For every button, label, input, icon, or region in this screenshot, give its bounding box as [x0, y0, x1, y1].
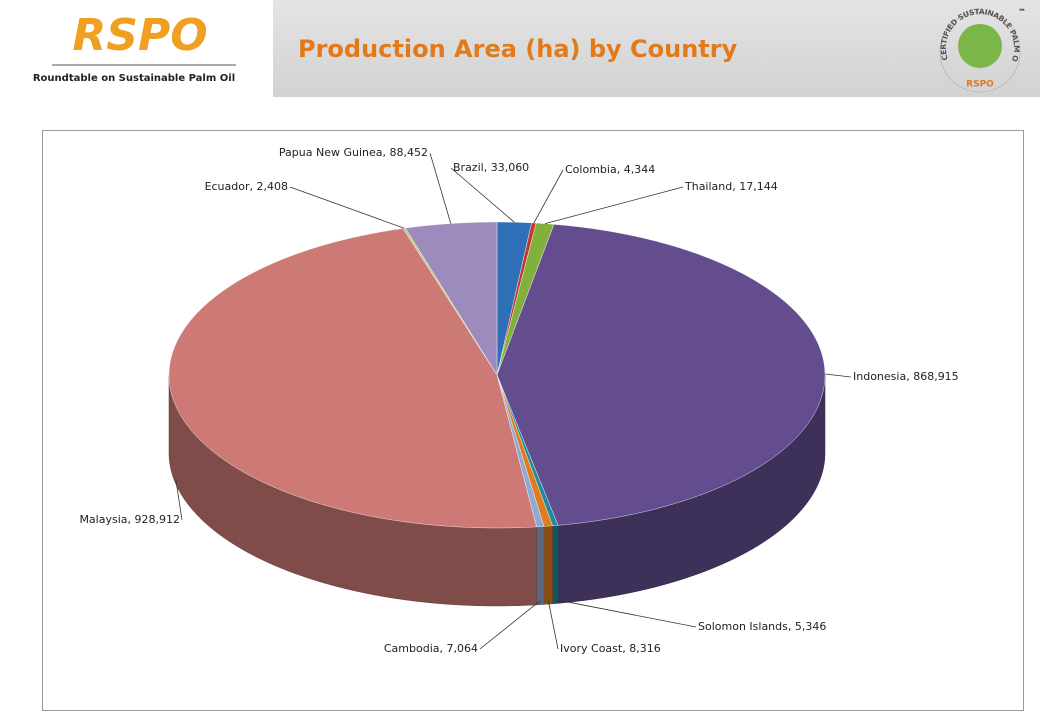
data-label: Colombia, 4,344 — [565, 163, 655, 176]
badge-logo: RSPO — [966, 80, 994, 90]
category-label: Cambodia — [384, 642, 440, 655]
data-label: Brazil, 33,060 — [453, 161, 529, 174]
pie-slice — [168, 228, 537, 529]
leader-line — [479, 600, 541, 650]
category-label: Thailand — [684, 180, 732, 193]
value-label: , 868,915 — [906, 370, 958, 383]
category-label: Solomon Islands — [698, 620, 788, 633]
leader-line — [450, 167, 515, 223]
value-label: , 2,408 — [250, 180, 288, 193]
badge-palm — [958, 24, 1002, 68]
value-label: , 928,912 — [128, 513, 180, 526]
category-label: Papua New Guinea — [279, 146, 383, 159]
chart-title: Production Area (ha) by Country — [298, 35, 738, 63]
data-label: Ecuador, 2,408 — [205, 180, 288, 193]
leader-line — [175, 480, 183, 521]
pie-slice — [496, 224, 826, 526]
pie-side — [543, 525, 553, 605]
data-label: Indonesia, 868,915 — [853, 370, 959, 383]
category-label: Indonesia — [853, 370, 906, 383]
value-label: , 8,316 — [622, 642, 660, 655]
leader-line — [544, 186, 684, 225]
value-label: , 17,144 — [732, 180, 777, 193]
category-label: Brazil — [453, 161, 484, 174]
data-label: Solomon Islands, 5,346 — [698, 620, 826, 633]
leader-line — [429, 152, 452, 224]
leader-line — [547, 600, 559, 650]
value-label: , 5,346 — [788, 620, 826, 633]
value-label: , 4,344 — [617, 163, 655, 176]
leader-line — [555, 599, 697, 628]
leader-line — [824, 373, 852, 378]
leader-line — [533, 169, 564, 224]
category-label: Ivory Coast — [560, 642, 623, 655]
header-band — [273, 0, 1040, 97]
data-label: Ivory Coast, 8,316 — [560, 642, 661, 655]
logo: RSPO — [72, 10, 207, 61]
category-label: Malaysia — [79, 513, 127, 526]
badge-ring — [939, 11, 1021, 93]
category-label: Colombia — [565, 163, 617, 176]
pie-slice — [405, 221, 498, 376]
tagline: Roundtable on Sustainable Palm Oil — [33, 73, 235, 84]
value-label: , 7,064 — [440, 642, 478, 655]
data-label: Malaysia, 928,912 — [79, 513, 180, 526]
value-label: , 88,452 — [383, 146, 428, 159]
value-label: , 33,060 — [484, 161, 529, 174]
data-label: Cambodia, 7,064 — [384, 642, 478, 655]
pie-side — [552, 525, 559, 605]
category-label: Ecuador — [205, 180, 250, 193]
data-label: Thailand, 17,144 — [684, 180, 778, 193]
leader-line — [289, 186, 405, 229]
badge-mark: ™ — [1018, 8, 1026, 17]
data-label: Papua New Guinea, 88,452 — [279, 146, 428, 159]
pie-side — [536, 526, 545, 606]
